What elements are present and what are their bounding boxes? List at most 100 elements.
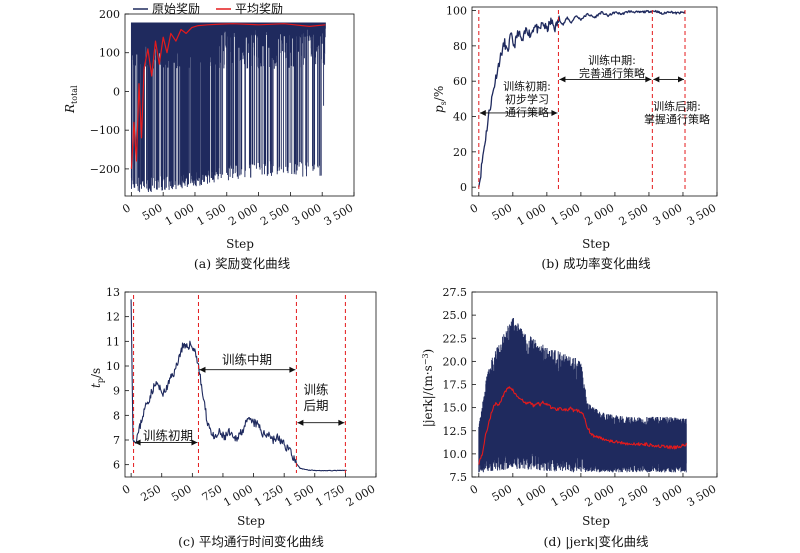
avg-reward-line [130,23,326,169]
late-phase-label: 训练后期: [653,99,701,113]
jerk-data-layer [478,318,687,473]
passtime-plot-frame [124,291,377,478]
early-phase-label: 通行策略 [505,105,549,119]
early-phase-arrow-head-right [551,109,558,116]
reward-xtick-label: 3 000 [290,201,324,228]
success-plot-frame [471,6,718,197]
success-xlabel: Step [582,237,610,251]
success-ytick-label: 100 [446,5,467,18]
reward-data-layer [130,22,326,193]
reward-ytick-label: 0 [113,85,120,98]
mid-phase-label: 训练中期 [222,352,272,367]
jerk-ylabel: |jerk|/(m·s−3) [421,349,435,427]
passtime-ytick-label: 9 [113,385,120,398]
passtime-ytick-label: 10 [106,360,120,373]
reward-ytick-label: −100 [90,124,120,137]
passtime-xtick-label: 1 000 [221,482,255,509]
passtime-ytick-label: 7 [113,434,120,447]
success-ytick-label: 80 [453,40,467,53]
late-phase-label: 掌握通行策略 [644,112,710,126]
passtime-ytick-label: 12 [106,311,120,324]
reward-ytick-label: 100 [99,47,120,60]
jerk-xtick-label: 1 500 [549,482,583,509]
jerk-ytick-label: 10.0 [443,448,468,461]
reward-plot-frame [124,13,355,197]
reward-legend: 原始奖励 平均奖励 [133,2,283,16]
success-xtick-label: 2 500 [617,201,651,228]
success-xtick-label: 500 [490,201,515,223]
jerk-xtick-label: 0 [468,482,481,497]
success-rate-line [478,9,686,188]
passtime-ylabel: tp/s [89,368,105,388]
jerk-xtick-label: 2 000 [583,482,617,509]
reward-caption: (a) 奖励变化曲线 [194,256,291,271]
early-phase-label: 初步学习 [505,92,549,106]
reward-xtick-label: 3 500 [322,201,356,228]
mid-phase-label: 完善通行策略 [579,66,645,80]
reward-ylabel: Rtotal [63,85,79,114]
reward-xtick-label: 1 500 [194,201,228,228]
jerk-ytick-label: 12.5 [443,425,468,438]
jerk-ytick-label: 27.5 [443,286,468,299]
pass-time-line [130,299,347,472]
early-phase-arrow-head-right [191,439,198,446]
success-xtick-label: 3 000 [651,201,685,228]
passtime-xtick-label: 1 250 [252,482,286,509]
success-ytick-label: 60 [453,75,467,88]
passtime-xtick-label: 1 750 [313,482,347,509]
early-phase-arrow-head-left [479,109,486,116]
passtime-ytick-label: 11 [106,335,120,348]
success-ytick-label: 40 [453,111,467,124]
early-phase-arrow-head-left [134,439,141,446]
jerk-ytick-label: 7.5 [450,471,468,484]
mid-phase-arrow-head-right [645,76,652,83]
avg-jerk-line [478,386,687,465]
success-ytick-label: 20 [453,146,467,159]
jerk-ytick-label: 20.0 [443,355,468,368]
jerk-xtick-label: 500 [490,482,515,504]
success-xtick-label: 1 000 [515,201,549,228]
reward-xtick-label: 0 [120,201,133,216]
reward-ytick-label: −200 [90,163,120,176]
success-ytick-label: 0 [460,181,467,194]
passtime-xtick-label: 250 [139,482,164,504]
success-xtick-label: 0 [468,201,481,216]
panel-jerk-chart: 0 500 1 000 1 500 2 000 2 500 3 000 3 500 7.5 10.… [421,286,719,549]
jerk-ytick-label: 17.5 [443,379,468,392]
early-phase-label: 训练初期 [143,428,193,443]
jerk-xlabel: Step [582,514,610,528]
mid-phase-arrow-head-left [559,76,566,83]
jerk-caption: (d) |jerk|变化曲线 [544,534,649,549]
mid-phase-label: 训练中期: [588,53,636,67]
jerk-ytick-label: 15.0 [443,402,468,415]
raw-reward-series [130,22,326,193]
passtime-xtick-label: 2 000 [344,482,378,509]
passtime-xtick-label: 500 [169,482,194,504]
passtime-ytick-label: 8 [113,409,120,422]
late-phase-arrow-head-right [678,76,685,83]
success-caption: (b) 成功率变化曲线 [541,256,651,271]
late-phase-label: 后期 [303,398,328,413]
passtime-caption: (c) 平均通行时间变化曲线 [178,534,324,549]
jerk-xtick-label: 2 500 [617,482,651,509]
reward-xlabel: Step [226,237,254,251]
late-phase-arrow-head-right [338,419,345,426]
success-xtick-label: 1 500 [549,201,583,228]
reward-ytick-label: 200 [99,8,120,21]
raw-jerk-series [478,318,687,473]
legend-label-avg: 平均奖励 [235,2,283,16]
early-phase-label: 训练初期: [503,79,551,93]
passtime-ytick-label: 13 [106,286,120,299]
jerk-ytick-label: 22.5 [443,332,468,345]
passtime-xtick-label: 750 [200,482,225,504]
reward-xtick-label: 2 500 [258,201,292,228]
jerk-xtick-label: 1 000 [515,482,549,509]
jerk-ytick-label: 25.0 [443,309,468,322]
jerk-xtick-label: 3 000 [651,482,685,509]
